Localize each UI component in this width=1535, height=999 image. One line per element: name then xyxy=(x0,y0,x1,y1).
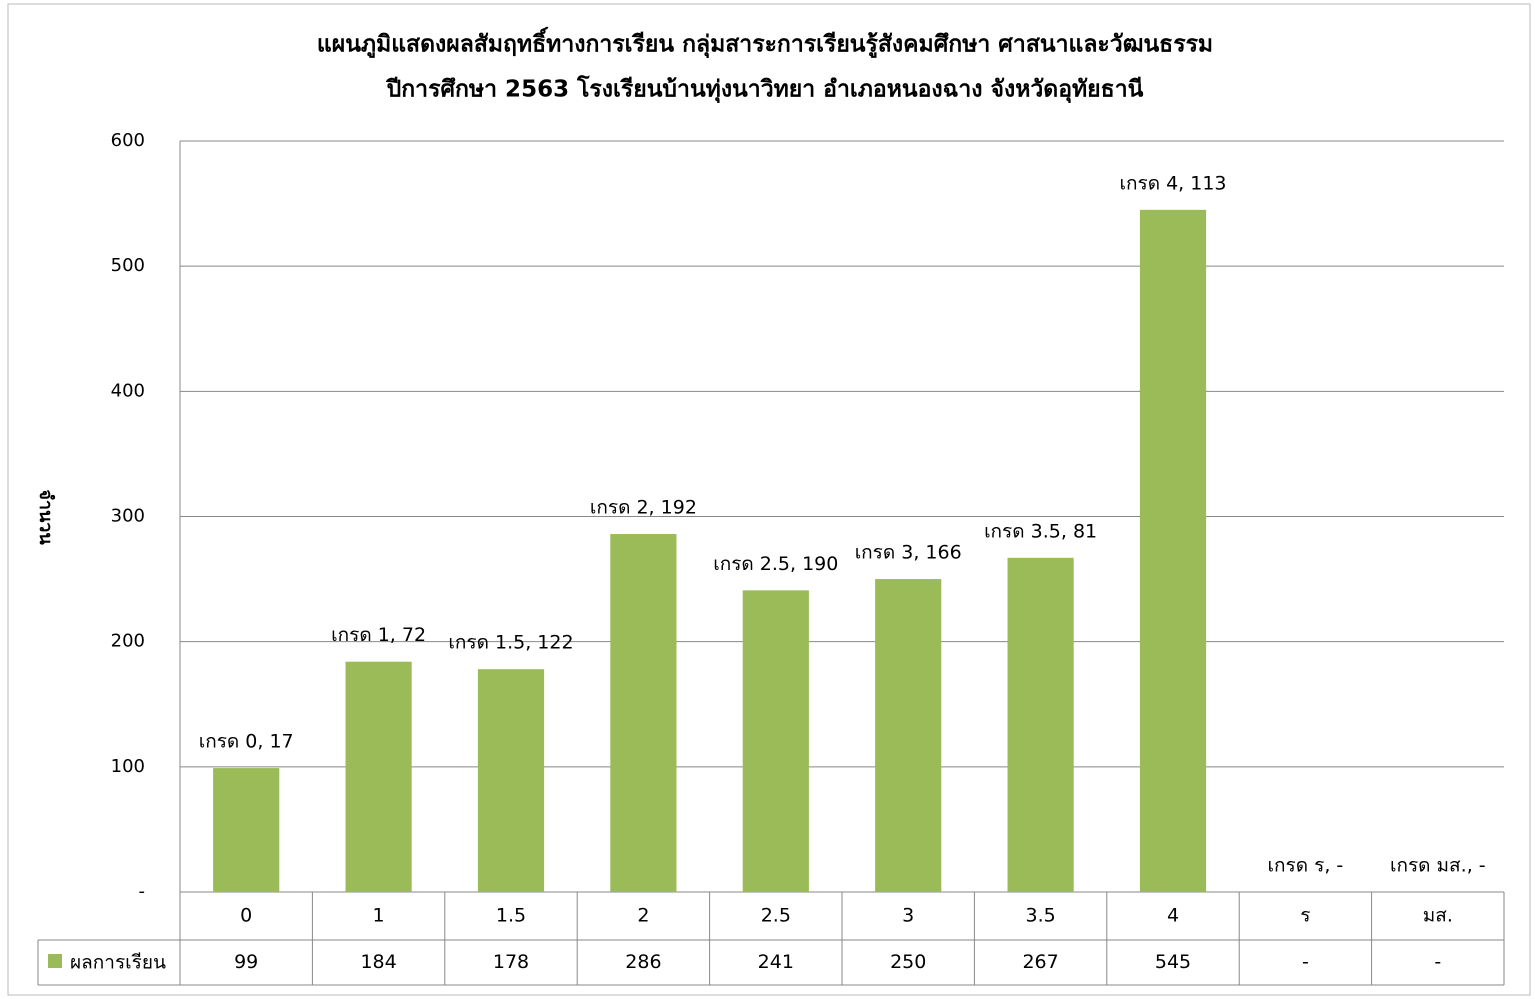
bar xyxy=(213,768,280,892)
x-tick-label: 3.5 xyxy=(1025,905,1055,927)
x-tick-label: 1 xyxy=(373,905,385,927)
table-value: - xyxy=(1434,951,1441,973)
table-value: 99 xyxy=(234,951,258,973)
x-tick-label: มส. xyxy=(1423,905,1453,927)
legend-swatch xyxy=(48,954,62,968)
bar-annotation: เกรด 1.5, 122 xyxy=(448,632,573,654)
bar-annotation: เกรด 1, 72 xyxy=(331,624,426,646)
y-tick-label: 300 xyxy=(111,506,145,527)
bar-annotation: เกรด 3, 166 xyxy=(855,542,962,564)
y-tick-label: 600 xyxy=(111,130,145,151)
table-value: 241 xyxy=(758,951,794,973)
x-tick-label: 0 xyxy=(240,905,252,927)
x-tick-label: 2.5 xyxy=(761,905,791,927)
table-value: 178 xyxy=(493,951,529,973)
x-tick-label: 3 xyxy=(902,905,914,927)
y-tick-label: - xyxy=(139,881,146,902)
bar-annotation: เกรด 3.5, 81 xyxy=(984,520,1097,542)
legend-label: ผลการเรียน xyxy=(70,952,166,974)
x-tick-label: 4 xyxy=(1167,905,1179,927)
y-tick-label: 500 xyxy=(111,255,145,276)
y-tick-label: 200 xyxy=(111,631,145,652)
table-value: 545 xyxy=(1155,951,1191,973)
table-value: 286 xyxy=(625,951,661,973)
x-tick-label: ร xyxy=(1300,905,1310,927)
y-axis-title: จำนวน xyxy=(35,489,56,545)
bar-annotation: เกรด มส., - xyxy=(1390,855,1486,877)
bar-annotation: เกรด 0, 17 xyxy=(199,731,294,753)
bar xyxy=(742,590,809,892)
bar xyxy=(875,579,942,892)
chart-title: แผนภูมิแสดงผลสัมฤทธิ์ทางการเรียน กลุ่มสา… xyxy=(317,27,1213,59)
bar xyxy=(477,669,545,892)
table-value: 267 xyxy=(1022,951,1058,973)
bar-annotation: เกรด 4, 113 xyxy=(1119,172,1226,194)
table-value: 250 xyxy=(890,951,926,973)
bar-annotation: เกรด 2.5, 190 xyxy=(713,553,838,575)
x-tick-label: 2 xyxy=(637,905,649,927)
bar xyxy=(1139,209,1207,892)
bar xyxy=(345,661,412,892)
table-value: 184 xyxy=(360,951,396,973)
table-value: - xyxy=(1302,951,1309,973)
x-tick-label: 1.5 xyxy=(496,905,526,927)
chart-subtitle: ปีการศึกษา 2563 โรงเรียนบ้านทุ่งนาวิทยา … xyxy=(385,75,1144,104)
y-tick-label: 400 xyxy=(111,380,145,401)
bar xyxy=(1007,557,1074,892)
bar-annotation: เกรด ร, - xyxy=(1268,855,1344,877)
y-tick-label: 100 xyxy=(111,756,145,777)
bar-annotation: เกรด 2, 192 xyxy=(590,497,697,519)
bar xyxy=(610,534,677,892)
